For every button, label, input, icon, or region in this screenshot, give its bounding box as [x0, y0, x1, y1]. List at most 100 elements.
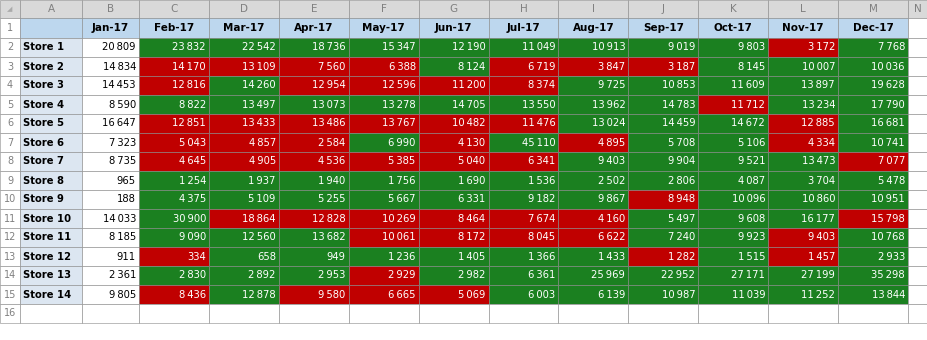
- Bar: [349, 95, 418, 114]
- Bar: [768, 57, 837, 76]
- Text: 7 077: 7 077: [877, 156, 904, 167]
- Bar: [139, 247, 209, 266]
- Bar: [82, 76, 139, 95]
- Text: N: N: [913, 4, 921, 14]
- Bar: [209, 247, 278, 266]
- Text: 188: 188: [117, 194, 136, 204]
- Text: 6: 6: [6, 119, 13, 129]
- Text: 3: 3: [6, 62, 13, 71]
- Text: 4: 4: [6, 81, 13, 90]
- Bar: [907, 18, 927, 38]
- Text: 13 024: 13 024: [591, 119, 625, 129]
- Text: 1 282: 1 282: [667, 252, 694, 261]
- Text: G: G: [449, 4, 457, 14]
- Bar: [558, 18, 628, 38]
- Bar: [418, 285, 488, 304]
- Text: Store 13: Store 13: [23, 271, 71, 280]
- Bar: [0, 266, 20, 285]
- Bar: [20, 171, 82, 190]
- Text: Aug-17: Aug-17: [572, 23, 614, 33]
- Text: 13 278: 13 278: [382, 100, 415, 109]
- Text: 9 090: 9 090: [179, 233, 206, 242]
- Text: 14 705: 14 705: [451, 100, 485, 109]
- Bar: [209, 228, 278, 247]
- Bar: [628, 266, 697, 285]
- Bar: [628, 114, 697, 133]
- Text: 14 459: 14 459: [661, 119, 694, 129]
- Text: 1 756: 1 756: [387, 175, 415, 186]
- Text: 4 160: 4 160: [598, 214, 625, 223]
- Bar: [558, 209, 628, 228]
- Bar: [488, 38, 558, 57]
- Bar: [349, 304, 418, 323]
- Text: 12 851: 12 851: [172, 119, 206, 129]
- Bar: [697, 76, 768, 95]
- Bar: [628, 190, 697, 209]
- Bar: [558, 38, 628, 57]
- Text: Jun-17: Jun-17: [435, 23, 472, 33]
- Bar: [418, 152, 488, 171]
- Bar: [628, 171, 697, 190]
- Text: 4 895: 4 895: [598, 137, 625, 148]
- Bar: [697, 285, 768, 304]
- Text: 14 260: 14 260: [242, 81, 275, 90]
- Bar: [907, 76, 927, 95]
- Text: 6 665: 6 665: [387, 289, 415, 300]
- Bar: [209, 266, 278, 285]
- Text: 10 036: 10 036: [870, 62, 904, 71]
- Bar: [278, 95, 349, 114]
- Bar: [768, 114, 837, 133]
- Text: 9 725: 9 725: [597, 81, 625, 90]
- Bar: [139, 18, 209, 38]
- Bar: [628, 152, 697, 171]
- Bar: [139, 0, 209, 18]
- Text: Oct-17: Oct-17: [713, 23, 752, 33]
- Bar: [139, 152, 209, 171]
- Text: 7: 7: [6, 137, 13, 148]
- Bar: [20, 209, 82, 228]
- Bar: [209, 152, 278, 171]
- Text: M: M: [868, 4, 877, 14]
- Bar: [697, 114, 768, 133]
- Text: 911: 911: [117, 252, 136, 261]
- Bar: [0, 304, 20, 323]
- Bar: [20, 190, 82, 209]
- Text: 13 473: 13 473: [801, 156, 834, 167]
- Text: 9 608: 9 608: [737, 214, 765, 223]
- Text: 13 550: 13 550: [521, 100, 555, 109]
- Bar: [349, 38, 418, 57]
- Text: J: J: [661, 4, 664, 14]
- Bar: [907, 266, 927, 285]
- Bar: [837, 0, 907, 18]
- Text: 16: 16: [4, 308, 16, 319]
- Text: 22 542: 22 542: [242, 42, 275, 52]
- Bar: [139, 209, 209, 228]
- Bar: [488, 0, 558, 18]
- Bar: [837, 18, 907, 38]
- Text: 14 672: 14 672: [730, 119, 765, 129]
- Bar: [209, 171, 278, 190]
- Text: Store 6: Store 6: [23, 137, 64, 148]
- Bar: [278, 190, 349, 209]
- Bar: [0, 18, 20, 38]
- Text: 8 185: 8 185: [108, 233, 136, 242]
- Text: 11 039: 11 039: [730, 289, 765, 300]
- Text: 2 584: 2 584: [318, 137, 346, 148]
- Text: 5 255: 5 255: [318, 194, 346, 204]
- Bar: [837, 266, 907, 285]
- Text: 1: 1: [6, 23, 13, 33]
- Bar: [628, 209, 697, 228]
- Bar: [628, 228, 697, 247]
- Text: 9: 9: [6, 175, 13, 186]
- Text: B: B: [107, 4, 114, 14]
- Text: 10: 10: [4, 194, 16, 204]
- Text: 14 033: 14 033: [103, 214, 136, 223]
- Text: 8 045: 8 045: [527, 233, 555, 242]
- Text: 14: 14: [4, 271, 16, 280]
- Bar: [418, 190, 488, 209]
- Text: 3 847: 3 847: [598, 62, 625, 71]
- Bar: [0, 76, 20, 95]
- Text: L: L: [799, 4, 806, 14]
- Text: Store 11: Store 11: [23, 233, 71, 242]
- Text: 14 170: 14 170: [172, 62, 206, 71]
